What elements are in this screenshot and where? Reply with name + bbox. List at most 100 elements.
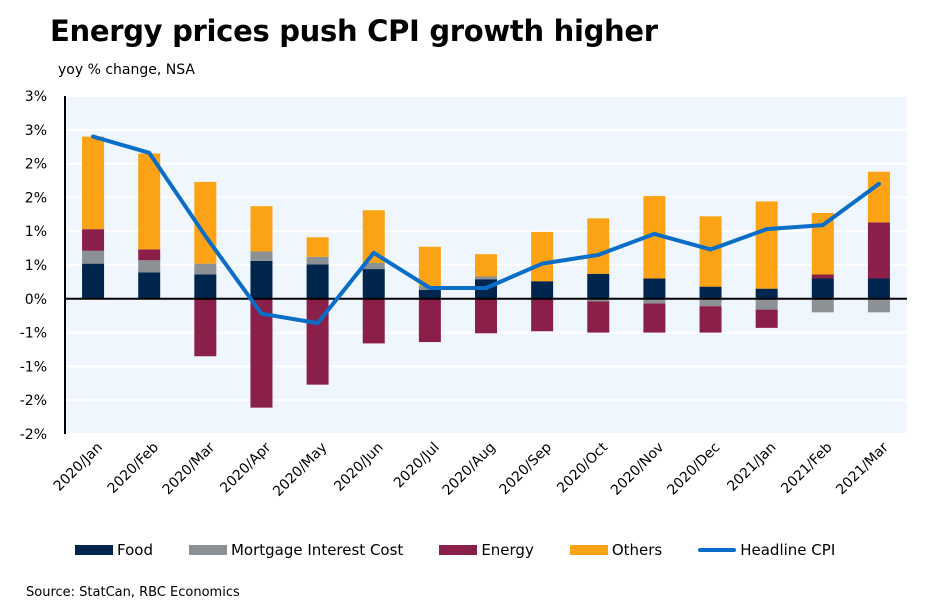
bar-segment-mortgage-interest-cost [587, 298, 610, 302]
bar-segment-food [811, 278, 834, 299]
bar-segment-energy [699, 306, 722, 333]
headline-cpi-series [91, 134, 881, 326]
y-tick-label: -1% [20, 326, 47, 342]
legend-item-headline-cpi: Headline CPI [698, 541, 835, 559]
x-tick-label: 2020/Dec [664, 440, 723, 499]
bar-segment-mortgage-interest-cost [82, 250, 105, 264]
x-tick-label: 2020/May [270, 440, 330, 500]
chart-subtitle: yoy % change, NSA [58, 62, 195, 78]
bar-segment-others [755, 201, 778, 289]
bar-segment-others [643, 196, 666, 279]
chart-title: Energy prices push CPI growth higher [50, 14, 658, 48]
bar-segment-others [82, 136, 105, 230]
x-tick-label: 2020/Nov [608, 440, 667, 499]
bars [82, 136, 890, 408]
legend-label-food: Food [117, 541, 153, 559]
x-tick-label: 2020/Apr [217, 439, 274, 496]
bar-segment-energy [194, 298, 217, 357]
bar-segment-others [250, 206, 273, 252]
bar-segment-food [418, 290, 441, 299]
bar-segment-energy [587, 301, 610, 333]
bar-segment-food [531, 281, 554, 299]
legend-swatch-mortgage [188, 545, 227, 555]
bar-segment-energy [138, 249, 161, 261]
legend-item-mortgage: Mortgage Interest Cost [188, 541, 403, 559]
bar-segment-others [811, 212, 834, 275]
bar-segment-mortgage-interest-cost [643, 298, 666, 304]
y-tick-label: 2% [25, 190, 47, 206]
bar-segment-mortgage-interest-cost [867, 298, 890, 313]
x-tick-label: 2020/Mar [160, 439, 219, 498]
legend-item-energy: Energy [439, 541, 534, 559]
stacked-bar-chart: -2%-2%-1%-1%0%1%1%2%2%3%3% 2020/Jan2020/… [20, 89, 907, 500]
bar-segment-food [699, 286, 722, 299]
bar-segment-mortgage-interest-cost [699, 298, 722, 307]
bar-segment-mortgage-interest-cost [755, 298, 778, 310]
bar-segment-food [250, 260, 273, 299]
y-tick-label: 1% [25, 258, 47, 274]
bar-segment-food [867, 278, 890, 299]
bar-segment-mortgage-interest-cost [811, 298, 834, 313]
bar-segment-energy [811, 274, 834, 279]
bar-segment-energy [531, 298, 554, 332]
source-note: Source: StatCan, RBC Economics [26, 585, 240, 600]
bar-segment-food [82, 263, 105, 299]
legend-item-food: Food [75, 541, 153, 559]
bar-segment-food [643, 278, 666, 299]
x-tick-label: 2020/Feb [105, 439, 162, 496]
legend: Food Mortgage Interest Cost Energy Other… [75, 541, 835, 559]
bar-segment-energy [867, 222, 890, 279]
bar-segment-energy [82, 229, 105, 251]
y-tick-label: 2% [25, 157, 47, 173]
y-tick-label: -2% [20, 393, 47, 409]
bar-segment-others [362, 210, 385, 263]
x-tick-label: 2020/Jul [391, 440, 443, 492]
x-tick-label: 2020/Aug [440, 440, 499, 499]
x-tick-label: 2021/Feb [778, 439, 835, 496]
bar-segment-mortgage-interest-cost [362, 262, 385, 270]
legend-swatch-headline-cpi [698, 548, 737, 552]
bar-segment-others [531, 231, 554, 282]
bar-segment-others [587, 218, 610, 274]
y-tick-label: 1% [25, 224, 47, 240]
y-tick-label: 3% [25, 123, 47, 139]
x-tick-label: 2021/Jan [724, 440, 779, 495]
bar-segment-mortgage-interest-cost [306, 256, 329, 265]
y-tick-label: -1% [20, 359, 47, 375]
x-tick-label: 2020/Sep [496, 439, 555, 498]
bar-segment-food [755, 288, 778, 299]
y-tick-label: -2% [20, 427, 47, 443]
legend-label-others: Others [611, 541, 663, 559]
bar-segment-others [867, 171, 890, 223]
legend-item-others: Others [569, 541, 663, 559]
bar-segment-food [194, 274, 217, 299]
bar-segment-mortgage-interest-cost [475, 276, 497, 280]
x-tick-label: 2020/Oct [554, 439, 611, 496]
bar-segment-others [138, 153, 161, 250]
bar-segment-mortgage-interest-cost [138, 260, 161, 273]
bar-segment-energy [643, 303, 666, 333]
bar-segment-energy [362, 298, 385, 344]
y-tick-label: 3% [25, 89, 47, 105]
x-tick-label: 2020/Jun [331, 440, 386, 495]
legend-swatch-food [75, 545, 113, 555]
bar-segment-food [362, 269, 385, 299]
legend-swatch-others [569, 545, 608, 555]
y-tick-label: 0% [25, 292, 47, 308]
bar-segment-energy [418, 298, 441, 343]
bar-segment-others [475, 254, 497, 277]
bar-segment-others [418, 246, 441, 286]
bar-segment-others [306, 237, 329, 257]
bar-segment-food [138, 272, 161, 299]
legend-label-energy: Energy [481, 541, 534, 559]
bar-segment-mortgage-interest-cost [250, 251, 273, 261]
bar-segment-others [699, 216, 722, 287]
x-tick-label: 2021/Mar [833, 439, 892, 498]
bar-segment-energy [755, 309, 778, 328]
x-tick-label: 2020/Jan [51, 440, 106, 495]
legend-swatch-energy [439, 545, 478, 555]
bar-segment-food [587, 273, 610, 299]
legend-label-headline-cpi: Headline CPI [740, 541, 836, 559]
bar-segment-food [306, 264, 329, 299]
